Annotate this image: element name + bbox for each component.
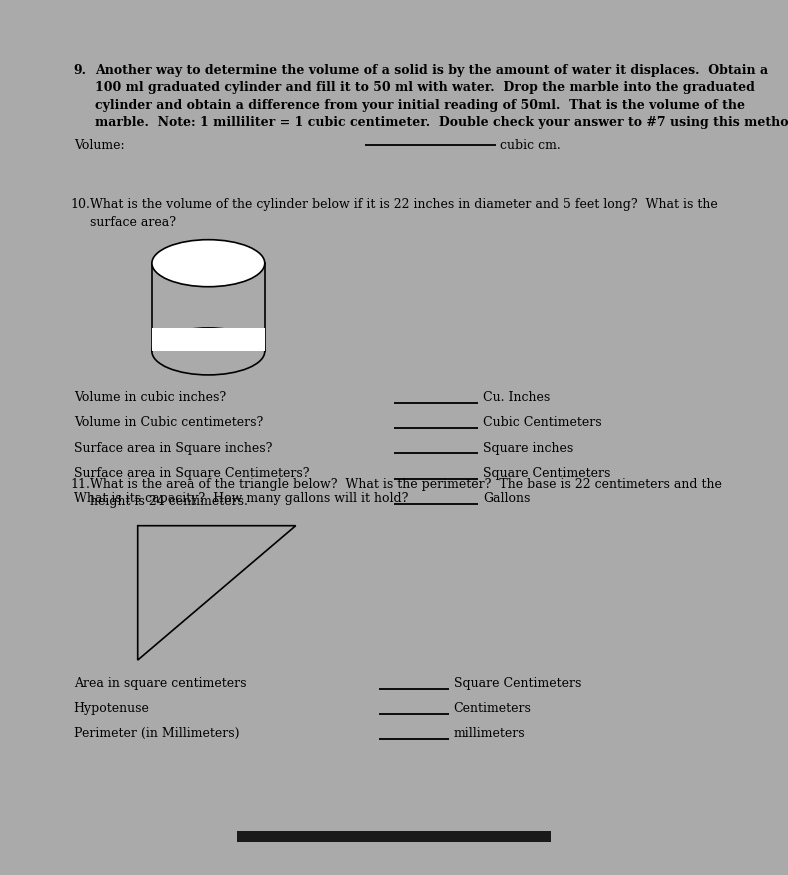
Text: millimeters: millimeters [454,727,526,740]
Text: What is the area of the triangle below?  What is the perimeter?  The base is 22 : What is the area of the triangle below? … [90,478,722,508]
Text: Gallons: Gallons [483,492,530,505]
Text: Surface area in Square inches?: Surface area in Square inches? [73,442,272,455]
Text: Square Centimeters: Square Centimeters [454,677,581,690]
Text: Volume in cubic inches?: Volume in cubic inches? [73,391,225,404]
Text: Area in square centimeters: Area in square centimeters [73,677,246,690]
Text: Cubic Centimeters: Cubic Centimeters [483,416,601,430]
Text: Volume in Cubic centimeters?: Volume in Cubic centimeters? [73,416,263,430]
Text: Cu. Inches: Cu. Inches [483,391,550,404]
Text: cubic cm.: cubic cm. [500,139,560,152]
FancyBboxPatch shape [152,328,265,352]
Text: Perimeter (in Millimeters): Perimeter (in Millimeters) [73,727,239,740]
Text: 11.: 11. [70,478,90,491]
Text: Centimeters: Centimeters [454,702,532,715]
Text: Square Centimeters: Square Centimeters [483,467,610,480]
Text: Volume:: Volume: [73,139,125,152]
FancyBboxPatch shape [237,830,551,843]
Text: What is its capacity?  How many gallons will it hold?: What is its capacity? How many gallons w… [73,492,408,505]
Ellipse shape [152,240,265,287]
Text: Square inches: Square inches [483,442,573,455]
Text: Another way to determine the volume of a solid is by the amount of water it disp: Another way to determine the volume of a… [95,64,788,130]
Text: What is the volume of the cylinder below if it is 22 inches in diameter and 5 fe: What is the volume of the cylinder below… [90,198,717,228]
Text: Hypotenuse: Hypotenuse [73,702,150,715]
Text: 9.: 9. [73,64,87,77]
Text: Surface area in Square Centimeters?: Surface area in Square Centimeters? [73,467,309,480]
Text: 10.: 10. [70,198,90,211]
